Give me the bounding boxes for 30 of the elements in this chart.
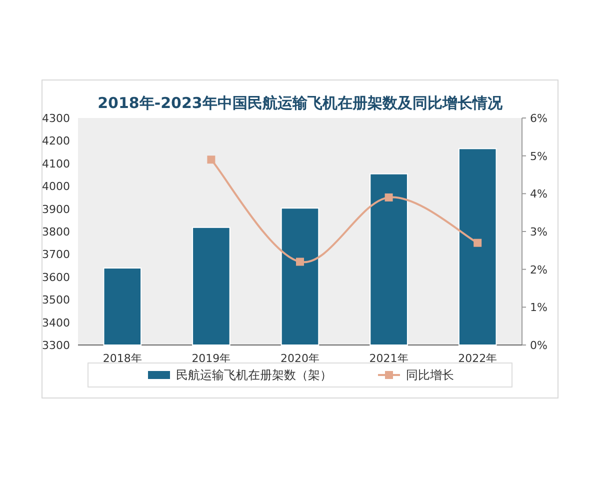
- chart-title: 2018年-2023年中国民航运输飞机在册架数及同比增长情况: [98, 94, 504, 112]
- y-tick-label: 4200: [42, 134, 70, 148]
- y2-tick-label: 6%: [530, 112, 548, 125]
- y2-tick-label: 4%: [530, 188, 548, 201]
- y-tick-label: 4100: [42, 157, 70, 170]
- point: [207, 156, 216, 164]
- y-tick-label: 3500: [42, 294, 70, 307]
- point: [296, 258, 304, 266]
- y-tick-label: 4000: [42, 180, 70, 194]
- y-tick-label: 3300: [42, 339, 70, 352]
- x-tick-label: 2021年: [369, 352, 408, 365]
- x-tick-label: 2018年: [102, 352, 142, 365]
- x-tick-label: 2020年: [280, 352, 320, 365]
- y-tick-label: 3800: [42, 226, 70, 238]
- y2-tick-label: 3%: [530, 226, 548, 238]
- y2-tick-label: 5%: [530, 150, 548, 163]
- point: [384, 193, 393, 202]
- legend-label: 民航运输飞机在册架数（架）: [176, 368, 332, 382]
- y-tick-label: 3900: [42, 202, 70, 216]
- y-tick-label: 3600: [42, 270, 70, 284]
- y2-tick-label: 1%: [530, 301, 548, 314]
- point: [474, 238, 482, 247]
- y-tick-label: 3700: [42, 248, 70, 262]
- y-tick-label: 4300: [42, 112, 70, 125]
- y2-tick-label: 2%: [530, 263, 548, 276]
- y2-tick-label: 0%: [530, 339, 548, 352]
- x-tick-label: 2019年: [192, 352, 231, 365]
- legend-label: 同比增长: [406, 368, 454, 382]
- y-tick-label: 3400: [42, 316, 70, 330]
- x-tick-label: 2022年: [458, 352, 498, 365]
